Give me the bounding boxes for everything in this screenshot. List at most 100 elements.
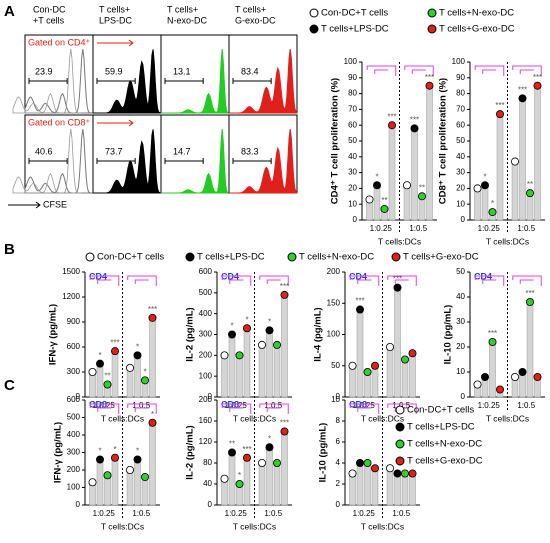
y-tick-label: 50 bbox=[348, 136, 357, 145]
bar bbox=[409, 473, 416, 506]
dot bbox=[140, 472, 149, 481]
gate-line bbox=[96, 78, 136, 84]
dot bbox=[480, 372, 489, 381]
y-tick-label: 50 bbox=[456, 267, 465, 276]
significance: * bbox=[113, 445, 116, 454]
bracket bbox=[349, 403, 380, 414]
x-axis-label: T cells:DCs bbox=[486, 236, 529, 246]
significance: * bbox=[230, 322, 233, 331]
bracket bbox=[89, 275, 120, 286]
flow-histogram bbox=[24, 128, 94, 194]
dot bbox=[385, 464, 394, 473]
significance: *** bbox=[355, 297, 364, 306]
bar bbox=[403, 184, 411, 221]
dot bbox=[265, 443, 274, 452]
y-tick-label: 30 bbox=[348, 168, 357, 177]
flow-percent: 14.7 bbox=[173, 146, 191, 156]
x-tick-label: 1:0.5 bbox=[517, 401, 535, 410]
dot bbox=[372, 181, 381, 190]
flow-percent: 40.6 bbox=[35, 146, 53, 156]
dot bbox=[227, 330, 236, 339]
gate-line bbox=[232, 158, 272, 164]
bar bbox=[394, 287, 401, 398]
bar bbox=[266, 447, 273, 506]
bar bbox=[258, 462, 266, 506]
y-tick-label: 80 bbox=[203, 458, 212, 467]
y-tick-label: 50 bbox=[331, 361, 340, 370]
dot bbox=[370, 464, 379, 473]
dot bbox=[488, 208, 497, 217]
dot bbox=[227, 448, 236, 457]
bar bbox=[111, 350, 119, 398]
y-tick-label: 0 bbox=[76, 392, 81, 401]
legend-label: Con-DC+T cells bbox=[321, 8, 388, 19]
y-tick-label: 300 bbox=[199, 330, 213, 339]
y-tick-label: 70 bbox=[348, 105, 357, 114]
bracket bbox=[221, 275, 252, 286]
dot bbox=[126, 465, 135, 474]
flow-histogram bbox=[12, 48, 82, 114]
legend-marker bbox=[427, 24, 437, 34]
y-tick-label: 10 bbox=[348, 199, 357, 208]
y-axis-label: IFN-γ (pg/mL) bbox=[53, 422, 64, 483]
legend-marker bbox=[395, 456, 405, 466]
bracket bbox=[474, 275, 505, 286]
x-axis-label: T cells:DCs bbox=[361, 521, 404, 531]
cfse-arrow bbox=[8, 201, 41, 209]
dot bbox=[533, 372, 542, 381]
dot bbox=[348, 361, 357, 370]
bar bbox=[519, 98, 526, 221]
dot bbox=[393, 469, 402, 478]
significance: *** bbox=[410, 115, 419, 124]
significance: * bbox=[268, 434, 271, 443]
dot bbox=[148, 313, 157, 322]
dot bbox=[220, 474, 229, 483]
bar bbox=[373, 184, 381, 221]
y-tick-label: 20 bbox=[456, 342, 465, 351]
legend-marker bbox=[395, 422, 405, 432]
bar bbox=[426, 85, 433, 221]
bar bbox=[349, 365, 356, 398]
x-tick-label: 1:0.5 bbox=[392, 509, 410, 518]
bar bbox=[496, 113, 504, 221]
dot bbox=[533, 81, 542, 90]
flow-header: T cells+ bbox=[167, 4, 198, 14]
dot bbox=[408, 349, 417, 358]
bracket bbox=[404, 65, 434, 76]
y-tick-label: 1200 bbox=[62, 292, 80, 301]
legend-label: Con-DC+T cells bbox=[97, 252, 164, 263]
dot bbox=[473, 380, 482, 389]
flow-header: G-exo-DC bbox=[235, 15, 276, 25]
gate-arrow bbox=[97, 119, 134, 127]
bar bbox=[111, 457, 119, 506]
dot bbox=[518, 367, 527, 376]
dot bbox=[370, 361, 379, 370]
flow-percent: 13.1 bbox=[173, 66, 191, 76]
gate-line bbox=[232, 78, 272, 84]
bar bbox=[96, 459, 104, 506]
bracket bbox=[387, 275, 417, 286]
x-tick-label: 1:0.25 bbox=[225, 509, 248, 518]
dot bbox=[510, 372, 519, 381]
gate-line bbox=[28, 78, 68, 84]
significance: * bbox=[143, 367, 146, 376]
flow-histogram bbox=[12, 128, 82, 194]
x-axis-label: T cells:DCs bbox=[233, 413, 276, 423]
significance: *** bbox=[533, 73, 542, 82]
dot bbox=[96, 359, 105, 368]
dot bbox=[495, 385, 504, 394]
y-tick-label: 200 bbox=[199, 395, 213, 404]
dot bbox=[257, 458, 266, 467]
flow-header: +T cells bbox=[33, 15, 65, 25]
bar bbox=[258, 344, 266, 398]
significance: * bbox=[98, 351, 101, 360]
bar bbox=[228, 452, 236, 506]
bar bbox=[221, 355, 228, 398]
bracket bbox=[474, 65, 505, 76]
significance: * bbox=[245, 315, 248, 324]
flow-header: T cells+ bbox=[99, 4, 130, 14]
bar bbox=[243, 328, 251, 398]
dot bbox=[280, 427, 289, 436]
y-tick-label: 200 bbox=[327, 267, 341, 276]
dot bbox=[133, 455, 142, 464]
